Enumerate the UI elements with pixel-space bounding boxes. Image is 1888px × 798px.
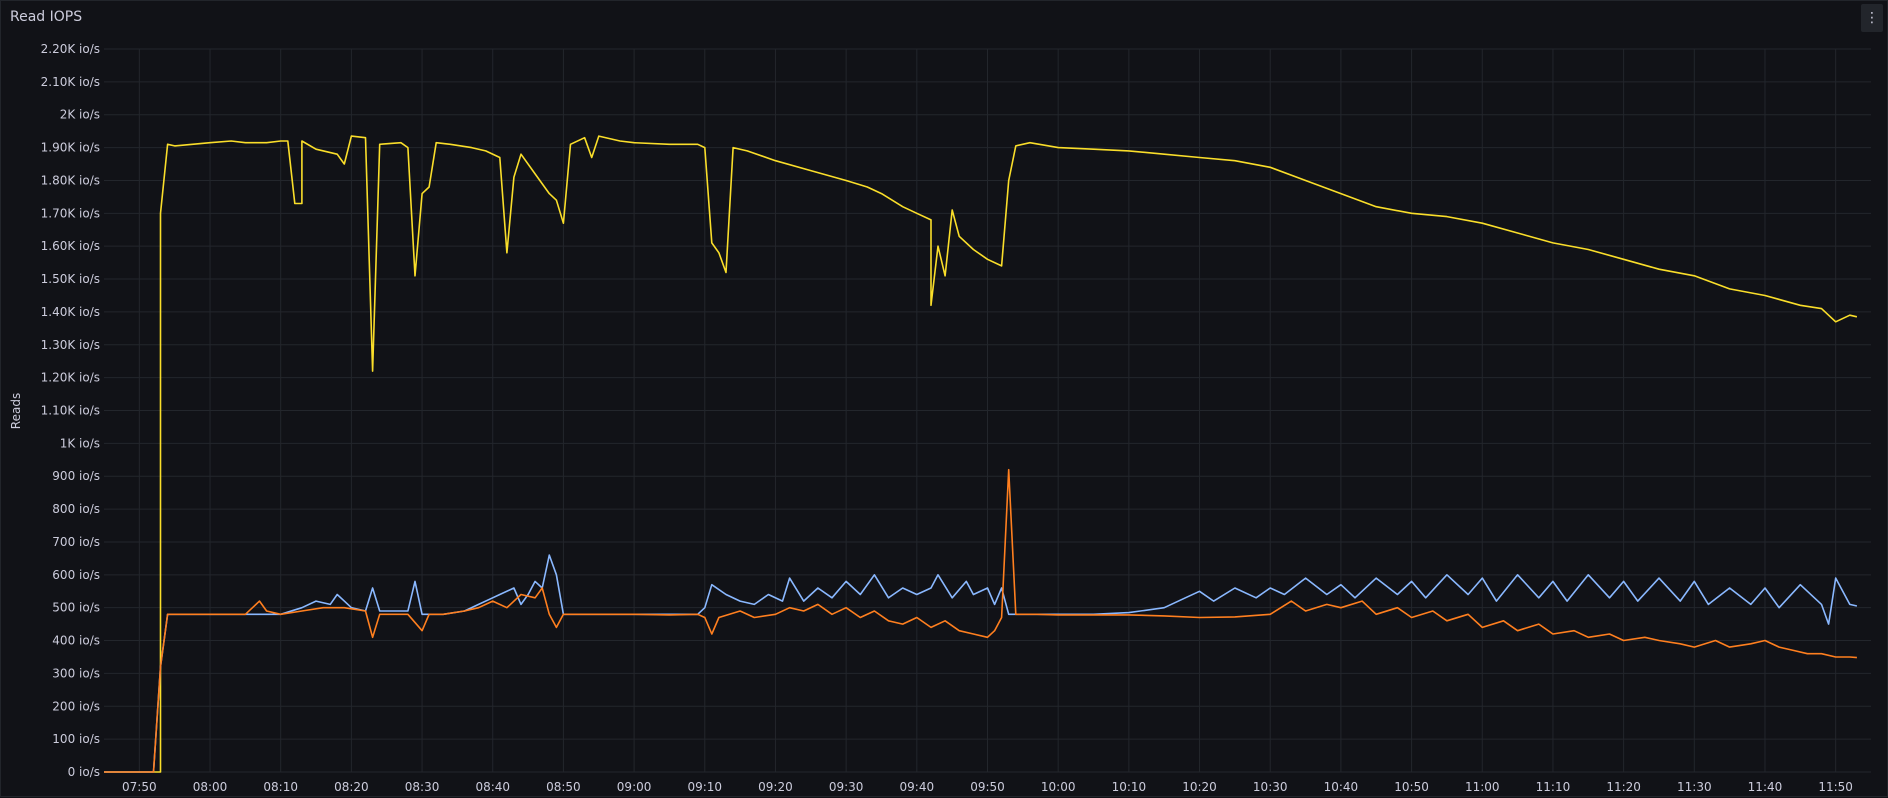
y-tick-label: 100 io/s: [52, 732, 100, 746]
y-tick-label: 1.90K io/s: [41, 141, 100, 155]
x-tick-label: 11:20: [1606, 780, 1641, 794]
y-tick-label: 400 io/s: [52, 634, 100, 648]
x-axis: 07:50 08:00 08:10 08:20 08:30 08:40 08:50 09:00…: [122, 780, 1853, 794]
x-tick-label: 08:00: [193, 780, 228, 794]
more-vertical-icon[interactable]: ⋮: [1861, 4, 1883, 32]
y-tick-label: 2.10K io/s: [41, 75, 100, 89]
x-tick-label: 08:10: [263, 780, 298, 794]
y-tick-label: 600 io/s: [52, 568, 100, 582]
x-tick-label: 09:10: [687, 780, 722, 794]
x-tick-label: 11:30: [1677, 780, 1712, 794]
y-tick-label: 300 io/s: [52, 666, 100, 680]
y-tick-label: 1K io/s: [60, 436, 100, 450]
orange-series-line: [104, 468, 1857, 773]
y-tick-label: 700 io/s: [52, 535, 100, 549]
x-tick-label: 08:30: [405, 780, 440, 794]
y-tick-label: 900 io/s: [52, 469, 100, 483]
x-tick-label: 08:50: [546, 780, 581, 794]
y-tick-label: 1.60K io/s: [41, 239, 100, 253]
y-tick-label: 2K io/s: [60, 108, 100, 122]
x-tick-label: 10:50: [1394, 780, 1429, 794]
y-axis: 0 io/s 100 io/s 200 io/s 300 io/s 400 io/s 50…: [41, 42, 100, 779]
y-tick-label: 1.80K io/s: [41, 173, 100, 187]
x-tick-label: 11:00: [1465, 780, 1500, 794]
x-tick-label: 09:50: [970, 780, 1005, 794]
grid: [104, 48, 1871, 773]
y-tick-label: 1.10K io/s: [41, 404, 100, 418]
yellow-series-line: [104, 135, 1858, 773]
y-tick-label: 1.30K io/s: [41, 338, 100, 352]
y-tick-label: 800 io/s: [52, 502, 100, 516]
y-tick-label: 2.20K io/s: [41, 42, 100, 56]
y-tick-label: 200 io/s: [52, 699, 100, 713]
x-tick-label: 10:20: [1182, 780, 1217, 794]
x-tick-label: 10:10: [1112, 780, 1147, 794]
x-tick-label: 08:20: [334, 780, 369, 794]
x-tick-label: 09:00: [617, 780, 652, 794]
y-axis-label: Reads: [9, 393, 23, 429]
x-tick-label: 11:10: [1536, 780, 1571, 794]
series-lines: [104, 135, 1858, 773]
x-tick-label: 07:50: [122, 780, 157, 794]
panel-title[interactable]: Read IOPS: [10, 9, 83, 25]
x-tick-label: 09:40: [900, 780, 935, 794]
y-tick-label: 500 io/s: [52, 601, 100, 615]
x-tick-label: 11:40: [1748, 780, 1783, 794]
y-tick-label: 1.20K io/s: [41, 371, 100, 385]
x-tick-label: 11:50: [1818, 780, 1853, 794]
x-tick-label: 09:30: [829, 780, 864, 794]
x-tick-label: 10:40: [1324, 780, 1359, 794]
panel-header: Read IOPS ⋮: [1, 1, 1887, 35]
x-tick-label: 09:20: [758, 780, 793, 794]
y-tick-label: 1.40K io/s: [41, 305, 100, 319]
y-tick-label: 0 io/s: [68, 765, 100, 779]
y-tick-label: 1.50K io/s: [41, 272, 100, 286]
x-tick-label: 10:30: [1253, 780, 1288, 794]
y-tick-label: 1.70K io/s: [41, 206, 100, 220]
x-tick-label: 08:40: [475, 780, 510, 794]
x-tick-label: 10:00: [1041, 780, 1076, 794]
